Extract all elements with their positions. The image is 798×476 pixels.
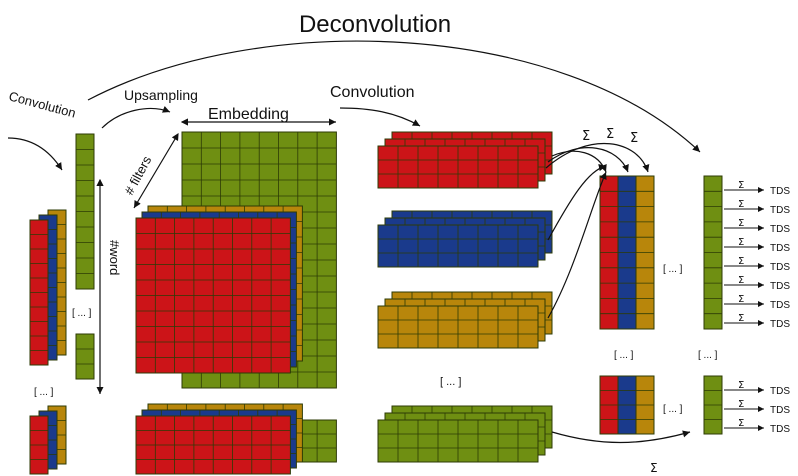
tds-label: TDS [770, 281, 790, 292]
feature-col-gold-bottom [635, 375, 655, 435]
filters-label: # filters [121, 153, 154, 197]
convolution-right-arrow [339, 107, 421, 127]
tds-sigma: Σ [738, 294, 744, 305]
ellipsis-mid-top: [ ... ] [663, 264, 683, 275]
green-column-mid [75, 333, 95, 380]
title: Deconvolution [299, 11, 451, 38]
tds-sigma: Σ [738, 237, 744, 248]
tds-output-row: Σ TDS [724, 399, 790, 416]
tds-output-row: Σ TDS [724, 380, 790, 397]
sum-col-bottom [703, 375, 723, 435]
tds-label: TDS [770, 424, 790, 435]
tds-sigma: Σ [738, 218, 744, 229]
tds-label: TDS [770, 205, 790, 216]
tds-output-row: Σ TDS [724, 256, 790, 273]
upsampled-matrix-stack-bottom-layer-0 [135, 415, 291, 475]
gold-to-stack-arrow [547, 171, 607, 319]
green-to-bottom-arrow [551, 430, 691, 444]
upsampling-arrow [101, 105, 171, 129]
ellipsis-left-col: [ ... ] [72, 308, 92, 319]
word-label: #word [107, 240, 122, 275]
left-stack-top-layer-0 [29, 219, 49, 366]
connector-arrows [7, 40, 701, 444]
left-stack-bottom-layer-0 [29, 415, 49, 475]
ellipsis-left-stack: [ ... ] [34, 387, 54, 398]
upsampling-label: Upsampling [124, 87, 198, 103]
tds-output-row: Σ TDS [724, 294, 790, 311]
tds-output-row: Σ TDS [724, 237, 790, 254]
tds-output-row: Σ TDS [724, 275, 790, 292]
tds-output-row: Σ TDS [724, 218, 790, 235]
conv-map-blue-0 [377, 224, 539, 268]
tds-output-row: Σ TDS [724, 180, 790, 197]
tds-sigma: Σ [738, 418, 744, 429]
sigma-1: Σ [582, 129, 590, 144]
embedding-label: Embedding [208, 106, 289, 123]
ellipsis-stack-below: [ ... ] [614, 350, 634, 361]
feature-col-red-bottom [599, 375, 619, 435]
tds-sigma: Σ [738, 275, 744, 286]
tds-output-row: Σ TDS [724, 418, 790, 435]
tds-sigma: Σ [738, 199, 744, 210]
feature-col-blue-bottom [617, 375, 637, 435]
feature-col-blue [617, 175, 637, 330]
tds-outputs-bottom: Σ TDS Σ TDS Σ TDS [724, 380, 790, 435]
ellipsis-sum-below: [ ... ] [698, 350, 718, 361]
convolution-left-arrow [7, 137, 63, 171]
tds-label: TDS [770, 224, 790, 235]
tds-outputs-top: Σ TDS Σ TDS Σ TDS Σ TDS Σ TDS Σ TDS Σ TDS Σ TDS [724, 180, 790, 330]
conv-map-gold-0 [377, 305, 539, 349]
ellipsis-mid-bottom: [ ... ] [663, 404, 683, 415]
sum-arrow-3 [545, 143, 650, 173]
tds-sigma: Σ [738, 380, 744, 391]
feature-col-gold [635, 175, 655, 330]
tds-sigma: Σ [738, 313, 744, 324]
sum-col-top [703, 175, 723, 330]
tds-label: TDS [770, 405, 790, 416]
tds-label: TDS [770, 186, 790, 197]
tds-label: TDS [770, 243, 790, 254]
tds-output-row: Σ TDS [724, 313, 790, 330]
deconvolution-arc [87, 40, 701, 153]
diagram-shapes [29, 131, 723, 475]
tds-label: TDS [770, 300, 790, 311]
conv-map-green-0 [377, 419, 539, 463]
tds-sigma: Σ [738, 180, 744, 191]
tds-label: TDS [770, 262, 790, 273]
tds-sigma: Σ [738, 256, 744, 267]
tds-label: TDS [770, 319, 790, 330]
sum-arrow-2 [547, 147, 629, 173]
conv-map-red-0 [377, 145, 539, 189]
convolution-left-label: Convolution [7, 88, 77, 120]
convolution-right-label: Convolution [330, 84, 415, 101]
tds-sigma: Σ [738, 399, 744, 410]
tds-label: TDS [770, 386, 790, 397]
feature-col-red [599, 175, 619, 330]
upsampled-matrix-stack-layer-0 [135, 217, 291, 374]
sigma-2: Σ [606, 127, 614, 142]
sigma-3: Σ [630, 131, 638, 146]
sigma-bottom: Σ [650, 461, 658, 475]
green-column-top [75, 133, 95, 290]
filters-arrow [133, 132, 179, 209]
ellipsis-conv: [ ... ] [440, 376, 461, 388]
tds-output-row: Σ TDS [724, 199, 790, 216]
blue-to-stack-arrow [547, 164, 607, 241]
